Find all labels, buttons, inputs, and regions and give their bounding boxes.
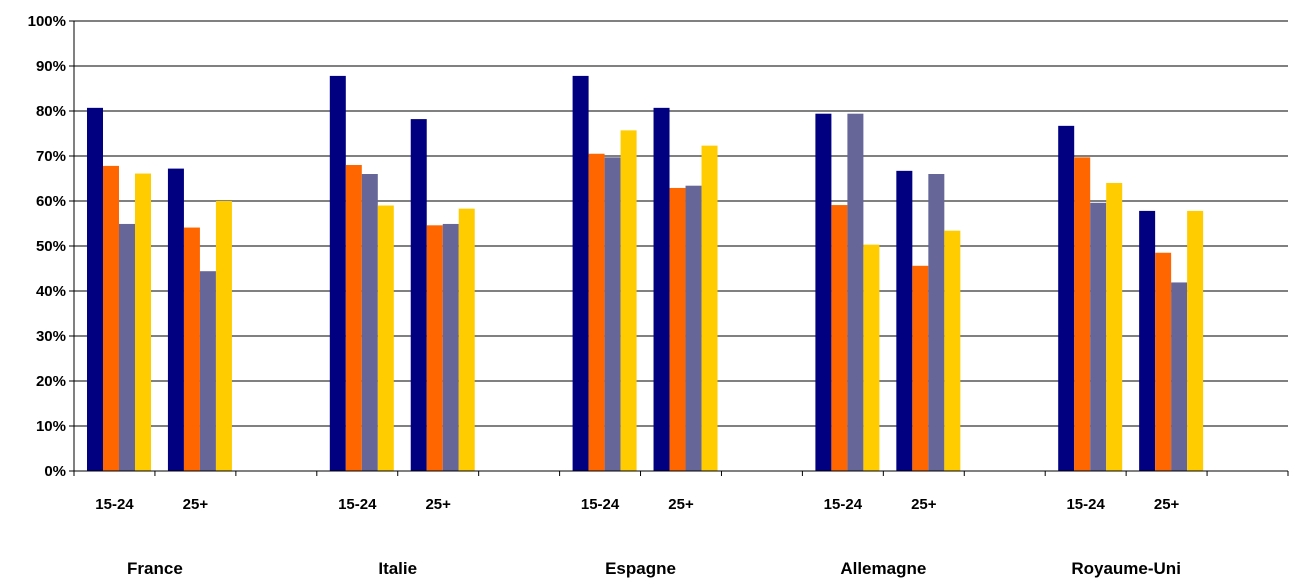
bar: [215, 201, 232, 471]
bar: [863, 244, 880, 471]
bar: [167, 168, 184, 471]
x-category-label: 25+: [183, 496, 209, 513]
y-tick-label: 40%: [36, 283, 66, 300]
x-category-label: 15-24: [824, 496, 863, 513]
bar: [912, 265, 929, 471]
bar: [1090, 202, 1107, 472]
bar: [944, 230, 961, 471]
bar: [345, 165, 362, 471]
y-tick-label: 10%: [36, 418, 66, 435]
bar: [653, 107, 670, 471]
x-category-label: 15-24: [95, 496, 134, 513]
bar: [410, 119, 427, 471]
y-tick-label: 80%: [36, 103, 66, 120]
bar: [620, 130, 637, 471]
bar: [588, 153, 605, 471]
y-tick-label: 50%: [36, 238, 66, 255]
bar: [701, 145, 718, 471]
bar: [377, 205, 394, 471]
bar: [135, 173, 151, 472]
x-category-label: 15-24: [1066, 496, 1105, 513]
y-tick-label: 0%: [44, 463, 66, 480]
bar: [458, 208, 475, 471]
bar: [831, 205, 848, 472]
bar: [685, 185, 702, 471]
y-tick-label: 100%: [28, 13, 66, 30]
bar: [329, 75, 346, 472]
bar: [1187, 210, 1204, 471]
y-tick-label: 90%: [36, 58, 66, 75]
bar: [442, 223, 459, 471]
y-tick-label: 60%: [36, 193, 66, 210]
bar: [426, 225, 443, 471]
bar: [815, 113, 832, 471]
x-group-label: Royaume-Uni: [1071, 559, 1181, 578]
bar: [896, 170, 913, 471]
x-group-label: Espagne: [605, 559, 676, 578]
bar: [87, 107, 103, 471]
bar: [361, 174, 378, 471]
bar: [103, 165, 119, 471]
y-tick-label: 20%: [36, 373, 66, 390]
x-category-label: 15-24: [581, 496, 620, 513]
bar: [1058, 125, 1075, 471]
y-tick-label: 70%: [36, 148, 66, 165]
x-category-label: 15-24: [338, 496, 377, 513]
x-group-label: Allemagne: [840, 559, 926, 578]
bar: [119, 223, 135, 471]
bar: [669, 187, 686, 471]
bar: [572, 75, 589, 472]
bar: [1074, 157, 1091, 471]
x-category-label: 25+: [911, 496, 937, 513]
bar: [928, 174, 945, 471]
x-category-label: 25+: [668, 496, 694, 513]
x-category-label: 25+: [425, 496, 451, 513]
y-tick-label: 30%: [36, 328, 66, 345]
bar: [1171, 282, 1188, 471]
bar: [183, 227, 200, 471]
x-group-label: Italie: [378, 559, 417, 578]
x-category-label: 25+: [1154, 496, 1180, 513]
bar: [1155, 252, 1172, 471]
bar: [847, 113, 864, 471]
bar: [604, 157, 621, 471]
x-group-label: France: [127, 559, 183, 578]
bar: [1106, 183, 1123, 471]
bar: [1139, 210, 1156, 471]
bar: [199, 271, 216, 471]
